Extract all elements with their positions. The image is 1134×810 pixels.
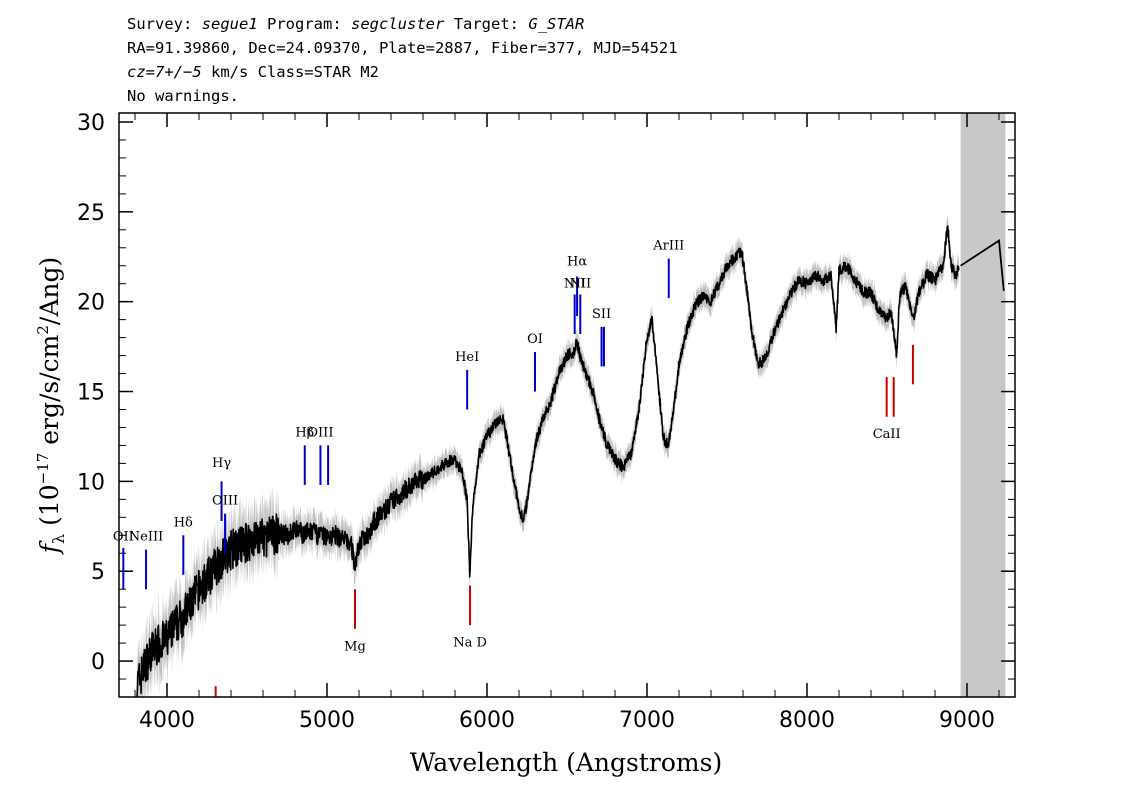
emission-line-label: NeIII [129,530,163,545]
y-axis-title-unit3: /Ang) [35,257,64,325]
y-tick-label: 15 [77,381,105,406]
x-tick-label: 9000 [939,708,995,733]
y-tick-label: 0 [91,650,105,675]
y-tick-label: 5 [91,560,105,585]
emission-line-label: ArIII [652,239,684,254]
y-axis-title-f: f [35,540,64,555]
target-label: Target: [453,15,520,33]
class-value: km/s Class=STAR M2 [201,63,379,81]
emission-line-label: OII [113,530,134,545]
x-tick-label: 7000 [619,708,675,733]
absorption-line-label: Mg [344,639,366,654]
x-tick-label: 8000 [779,708,835,733]
y-axis-title: fλ (10−17 erg/s/cm2/Ang) [34,257,68,556]
emission-line-label: SII [592,307,611,322]
x-axis-title: Wavelength (Angstroms) [410,748,722,777]
y-axis-title-exp2: 2 [34,325,52,335]
emission-line-label: OIII [307,425,333,440]
y-tick-label: 10 [77,470,105,495]
spectrum-header: Survey: segue1 Program: segcluster Targe… [127,12,678,108]
error-band [136,214,959,697]
absorption-line-label: CaII [873,427,901,442]
emission-line-label: Hγ [212,456,231,471]
header-coords-line: RA=91.39860, Dec=24.09370, Plate=2887, F… [127,39,678,57]
survey-value: segue1 [201,15,258,33]
target-value: G_STAR [528,15,585,33]
y-axis-title-unit: (10 [35,484,64,534]
emission-line-label: Hδ [174,515,193,530]
masked-region [960,113,1006,697]
header-class-line: cz=7+/−5 km/s Class=STAR M2 [127,60,678,84]
header-survey-line: Survey: segue1 Program: segcluster Targe… [127,12,678,36]
emission-line-label: OI [527,332,543,347]
y-axis-title-unit2: erg/s/cm [35,334,64,452]
emission-line-label: Hα [567,255,587,270]
emission-line-label: NII [564,276,586,291]
emission-line-label: Hβ [295,425,314,440]
absorption-line-label: Na D [453,636,487,651]
y-tick-label: 20 [77,291,105,316]
program-value: segcluster [351,15,445,33]
emission-line-label: OIII [212,494,238,509]
y-tick-label: 25 [77,201,105,226]
emission-line-label: HeI [455,350,479,365]
emission-line-label: NII [569,276,591,291]
x-tick-label: 4000 [139,708,195,733]
cz-value: cz=7+/−5 [127,63,202,81]
x-tick-label: 6000 [459,708,515,733]
header-warnings-line: No warnings. [127,87,239,105]
survey-label: Survey: [127,15,193,33]
spectrum-line [136,225,960,697]
plot-frame [118,112,1016,698]
y-axis-title-exp: −17 [34,453,52,485]
y-tick-label: 30 [77,111,105,136]
y-axis-title-sub: λ [49,534,68,544]
x-tick-label: 5000 [299,708,355,733]
program-label: Program: [267,15,342,33]
masked-spectrum-line [960,239,1005,291]
